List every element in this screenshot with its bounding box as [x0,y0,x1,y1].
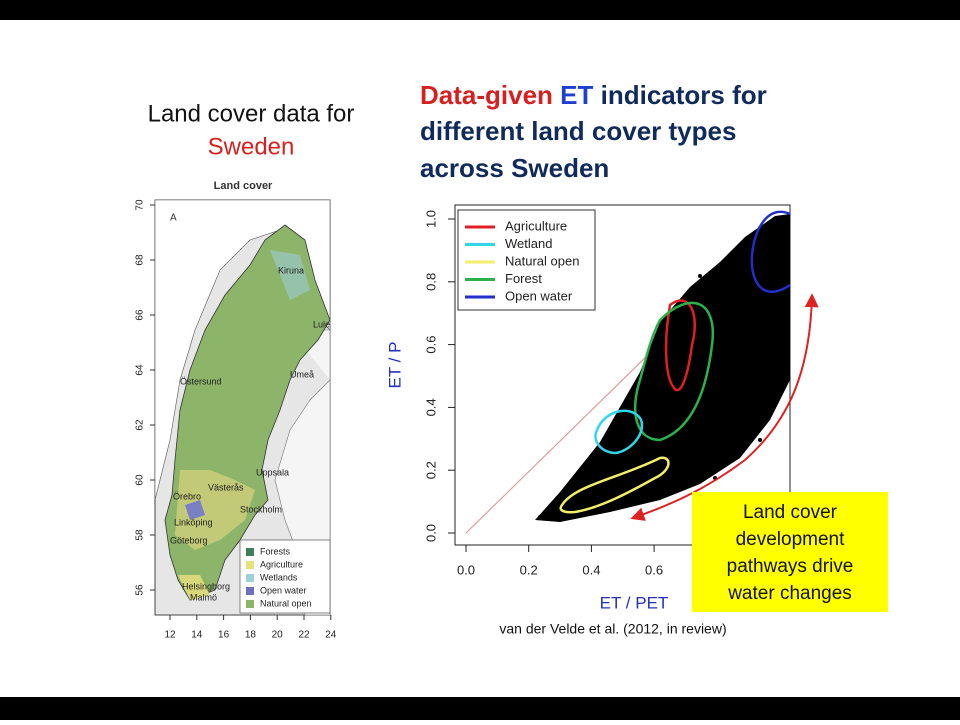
city: Lule [313,319,330,329]
y-tick-label: 60 [135,474,146,486]
legend-label: Agriculture [505,218,567,233]
callout-line: pathways drive [727,556,854,577]
legend-label: Wetland [505,236,552,251]
city: Örebro [173,491,201,501]
city: Uppsala [256,467,289,477]
callout-line: water changes [727,583,852,604]
city: Kiruna [278,265,304,275]
y-tick-label: 66 [135,309,146,321]
pathway-arrow [630,293,819,521]
y-tick-label: 0.0 [423,524,438,542]
right-title-line2: different land cover types [420,116,736,146]
lake [185,500,205,520]
y-tick-label: 58 [135,529,146,541]
y-tick-label: 0.4 [423,398,438,416]
map-legend [239,539,331,614]
y-tick-label: 62 [135,419,146,431]
legend-label: Natural open [260,598,312,608]
title-part: ET [560,80,593,110]
city: Stockholm [240,504,282,514]
y-tick-label: 0.6 [423,336,438,354]
legend-label: Open water [260,585,307,595]
x-tick-label: 14 [191,630,203,641]
y-tick-label: 0.8 [423,273,438,291]
y-axis-label: ET / P [385,342,404,389]
left-title: Land cover data for [148,100,355,127]
left-title-red: Sweden [208,133,295,160]
y-tick-label: 70 [135,199,146,211]
citation: van der Velde et al. (2012, in review) [499,621,726,637]
right-title-line1: Data-given ET indicators for [420,80,767,110]
x-tick-label: 20 [272,630,284,641]
x-tick-label: 16 [218,630,230,641]
city: Linköping [174,517,213,527]
legend-label: Open water [505,288,573,303]
legend-label: Forests [260,546,291,556]
x-tick-label: 18 [245,630,257,641]
y-tick-label: 64 [135,364,146,376]
x-tick-label: 22 [298,630,310,641]
legend-swatch [246,561,254,569]
city: Umeå [290,369,314,379]
map: Land cover A Kiruna Lule Umeå Östersund … [135,180,337,641]
y-tick-label: 1.0 [423,210,438,228]
callout-line: development [736,529,846,550]
y-tick-label: 0.2 [423,461,438,479]
x-tick-label: 0.4 [582,562,600,577]
agriculture-south [178,575,210,600]
city: Malmö [190,592,217,602]
city: Göteborg [170,535,208,545]
y-tick-label: 56 [135,584,146,596]
city: Östersund [180,376,222,386]
y-tick-label: 68 [135,254,146,266]
open-water-contour [750,210,791,293]
title-part: indicators for [601,80,767,110]
legend-label: Wetlands [260,572,298,582]
agriculture-area [175,470,255,550]
legend-swatch [246,574,254,582]
legend-swatch [246,587,254,595]
x-tick-label: 24 [325,630,337,641]
legend-swatch [246,548,254,556]
panel-label: A [170,213,177,224]
city: Helsingborg [182,581,230,591]
city: Västerås [208,482,244,492]
x-tick-label: 0.2 [520,562,538,577]
map-title: Land cover [214,180,273,192]
legend-label: Agriculture [260,559,303,569]
legend-label: Natural open [505,253,579,268]
legend-swatch [246,600,254,608]
title-part: Data-given [420,80,553,110]
bottom-bar [0,697,960,720]
x-tick-label: 0.6 [645,562,663,577]
callout-line: Land cover [743,502,838,523]
wetland-area [270,250,310,300]
callout-box [692,492,888,612]
top-bar [0,0,960,20]
x-axis-label: ET / PET [600,593,669,612]
x-tick-label: 0.0 [457,562,475,577]
right-title-line3: across Sweden [420,153,609,183]
legend-label: Forest [505,271,542,286]
x-tick-label: 12 [164,630,176,641]
